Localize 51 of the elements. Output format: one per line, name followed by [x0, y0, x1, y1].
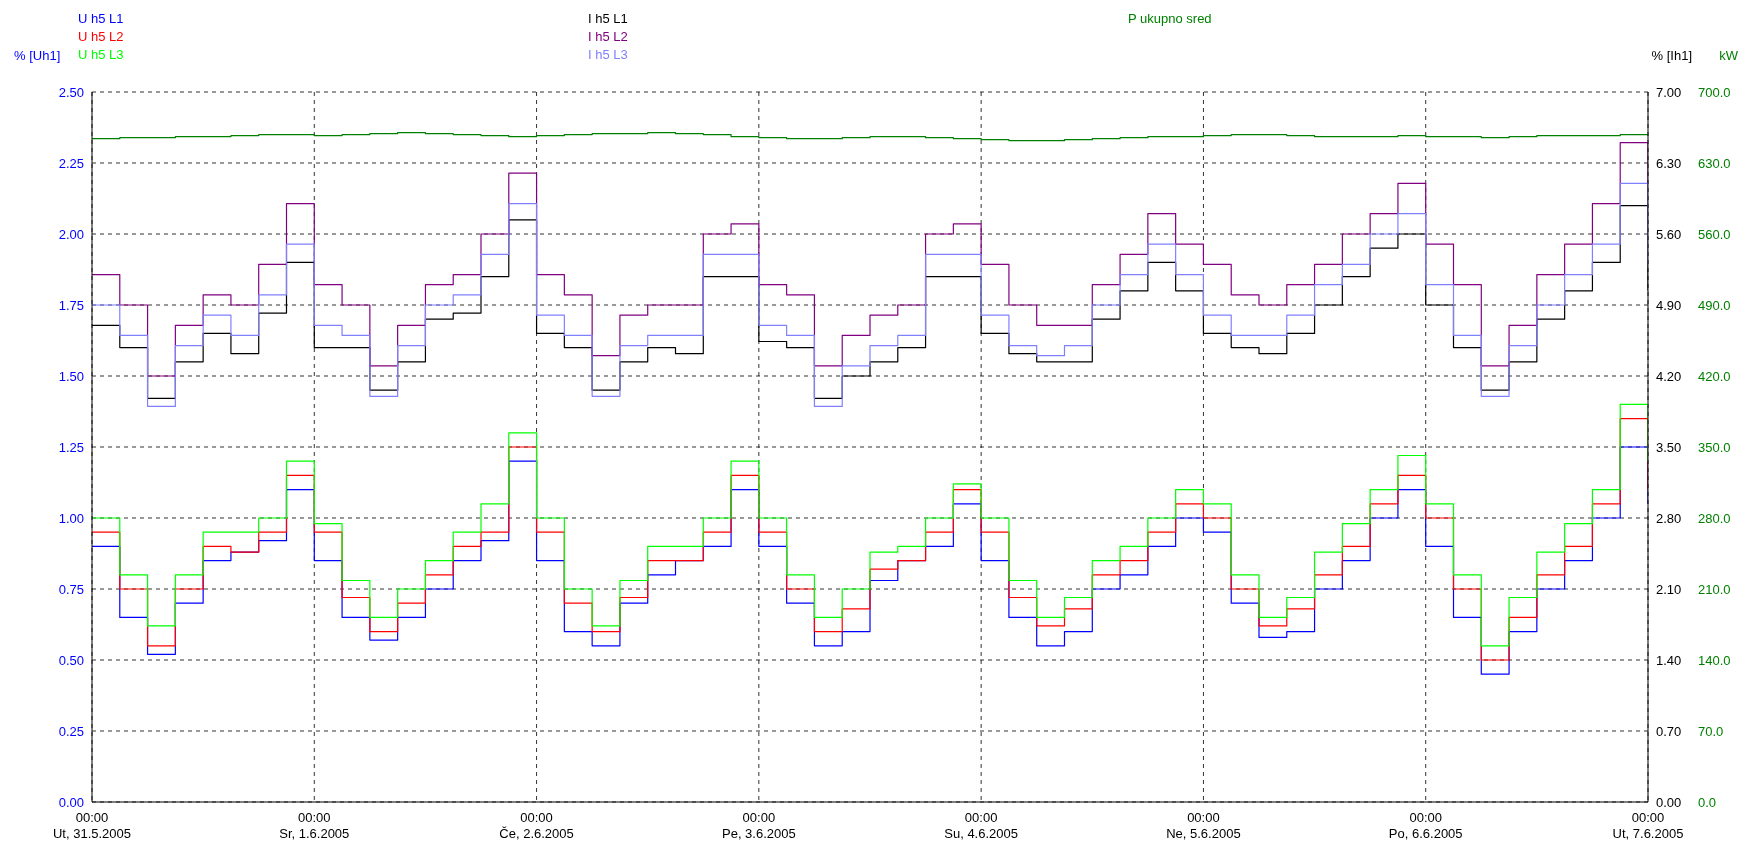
y-tick-label: 0.75 — [58, 581, 84, 597]
y2-tick-label: 2.80 — [1656, 510, 1682, 526]
y-tick-label: 1.75 — [58, 297, 84, 313]
x-tick-label: 00:00 Po, 6.6.2005 — [1388, 810, 1463, 841]
text: P ukupno sred — [1128, 10, 1212, 28]
x-tick-label: 00:00 Su, 4.6.2005 — [944, 810, 1019, 841]
y-tick-label: 2.25 — [58, 155, 84, 171]
y2-tick-label: 5.60 — [1656, 226, 1682, 242]
y-tick-label: 0.50 — [58, 652, 84, 668]
y3-tick-label: 210.0 — [1698, 581, 1731, 597]
y2-tick-label: 3.50 — [1656, 439, 1682, 455]
x-tick-label: 00:00 Če, 2.6.2005 — [499, 810, 574, 841]
y2-tick-label: 0.00 — [1656, 794, 1682, 810]
y3-tick-label: 420.0 — [1698, 368, 1731, 384]
y2-tick-label: 2.10 — [1656, 581, 1682, 597]
y-tick-label: 1.50 — [58, 368, 84, 384]
text: U h5 L3 — [78, 46, 124, 64]
y2-axis-title: % [Ih1] — [1651, 48, 1692, 63]
y3-axis-title: kW — [1719, 48, 1738, 63]
text: I h5 L2 — [588, 28, 628, 46]
y-tick-label: 0.25 — [58, 723, 84, 739]
text: I h5 L1 — [588, 10, 628, 28]
y2-tick-label: 7.00 — [1656, 84, 1682, 100]
y2-tick-label: 1.40 — [1656, 652, 1682, 668]
y2-tick-label: 0.70 — [1656, 723, 1682, 739]
y3-tick-label: 560.0 — [1698, 226, 1731, 242]
y-tick-label: 0.00 — [58, 794, 84, 810]
x-tick-label: 00:00 Ut, 7.6.2005 — [1612, 810, 1684, 841]
y-tick-label: 2.50 — [58, 84, 84, 100]
y3-tick-label: 140.0 — [1698, 652, 1731, 668]
y-tick-label: 2.00 — [58, 226, 84, 242]
y3-tick-label: 490.0 — [1698, 297, 1731, 313]
x-tick-label: 00:00 Sr, 1.6.2005 — [279, 810, 350, 841]
y3-tick-label: 0.0 — [1698, 794, 1717, 810]
y3-tick-label: 700.0 — [1698, 84, 1731, 100]
y-tick-label: 1.00 — [58, 510, 84, 526]
text: U h5 L1 — [78, 10, 124, 28]
x-tick-label: 00:00 Ne, 5.6.2005 — [1166, 810, 1241, 841]
y2-tick-label: 4.90 — [1656, 297, 1682, 313]
y3-tick-label: 630.0 — [1698, 155, 1731, 171]
y3-tick-label: 280.0 — [1698, 510, 1731, 526]
y3-tick-label: 350.0 — [1698, 439, 1731, 455]
text: U h5 L2 — [78, 28, 124, 46]
y2-tick-label: 6.30 — [1656, 155, 1682, 171]
y-axis-title: % [Uh1] — [14, 48, 61, 63]
y2-tick-label: 4.20 — [1656, 368, 1682, 384]
text: I h5 L3 — [588, 46, 628, 64]
x-tick-label: 00:00 Pe, 3.6.2005 — [721, 810, 796, 841]
y3-tick-label: 70.0 — [1698, 723, 1724, 739]
x-tick-label: 00:00 Ut, 31.5.2005 — [52, 810, 132, 841]
y-tick-label: 1.25 — [58, 439, 84, 455]
